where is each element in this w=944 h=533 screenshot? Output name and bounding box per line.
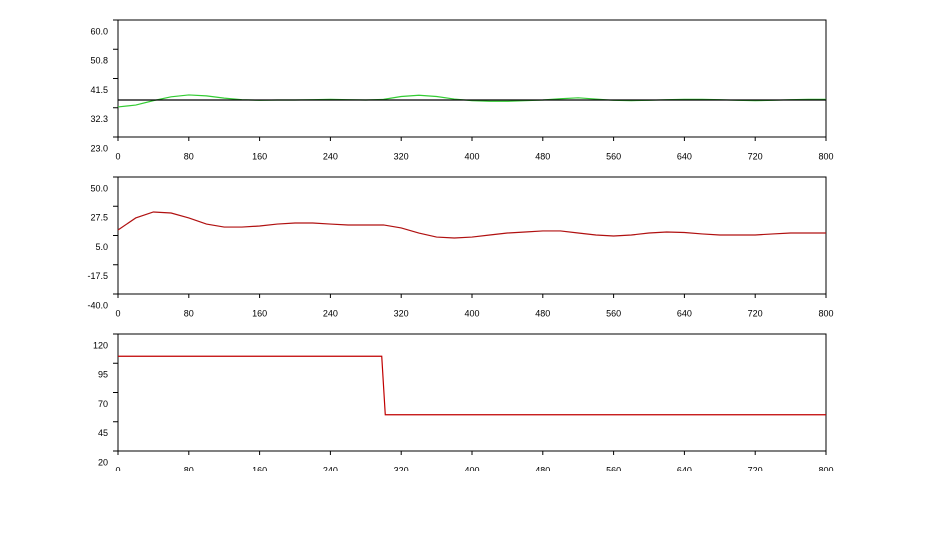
y-tick-label: 32.3	[90, 114, 108, 124]
y-tick-label: -40.0	[87, 300, 108, 310]
y-tick-label: 5.0	[95, 242, 108, 252]
x-tick-label: 240	[323, 465, 338, 475]
y-tick-label: 27.5	[90, 213, 108, 223]
x-tick-label: 160	[252, 465, 267, 475]
x-tick-label: 800	[818, 465, 833, 475]
x-tick-label: 560	[606, 308, 621, 318]
x-tick-label: 320	[394, 151, 409, 161]
y-tick-label: -17.5	[87, 271, 108, 281]
x-tick-label: 640	[677, 308, 692, 318]
x-tick-label: 320	[394, 308, 409, 318]
x-tick-label: 480	[535, 465, 550, 475]
x-tick-label: 0	[115, 151, 120, 161]
plot-frame	[117, 19, 827, 138]
x-tick-label: 400	[464, 465, 479, 475]
x-tick-label: 720	[748, 465, 763, 475]
x-tick-label: 800	[818, 308, 833, 318]
x-tick-label: 160	[252, 151, 267, 161]
x-tick-label: 80	[184, 465, 194, 475]
y-tick-label: 70	[98, 399, 108, 409]
x-tick-label: 240	[323, 308, 338, 318]
y-tick-label: 50.8	[90, 56, 108, 66]
x-tick-label: 160	[252, 308, 267, 318]
y-tick-label: 45	[98, 428, 108, 438]
x-tick-label: 720	[748, 151, 763, 161]
x-tick-label: 80	[184, 151, 194, 161]
x-tick-label: 0	[115, 465, 120, 475]
plot-frame	[117, 333, 827, 452]
x-tick-label: 80	[184, 308, 194, 318]
data-line	[117, 94, 826, 108]
y-tick-label: 41.5	[90, 85, 108, 95]
x-tick-label: 720	[748, 308, 763, 318]
x-tick-label: 400	[464, 151, 479, 161]
x-tick-label: 0	[115, 308, 120, 318]
y-tick-label: 50.0	[90, 183, 108, 193]
y-tick-label: 20	[98, 457, 108, 467]
y-tick-label: 120	[93, 340, 108, 350]
x-tick-label: 480	[535, 308, 550, 318]
x-tick-label: 400	[464, 308, 479, 318]
x-tick-label: 560	[606, 151, 621, 161]
y-tick-label: 60.0	[90, 26, 108, 36]
charts: 60.0 50.8 41.5 32.3 23.0 0 80 160 240 320 400 480 56…	[87, 19, 834, 475]
x-tick-label: 320	[394, 465, 409, 475]
data-line	[118, 355, 826, 416]
data-line	[117, 211, 826, 239]
x-tick-label: 640	[677, 465, 692, 475]
y-tick-label: 23.0	[90, 143, 108, 153]
x-tick-label: 800	[818, 151, 833, 161]
x-tick-label: 560	[606, 465, 621, 475]
x-tick-label: 640	[677, 151, 692, 161]
y-tick-label: 95	[98, 370, 108, 380]
x-tick-label: 240	[323, 151, 338, 161]
x-tick-label: 480	[535, 151, 550, 161]
